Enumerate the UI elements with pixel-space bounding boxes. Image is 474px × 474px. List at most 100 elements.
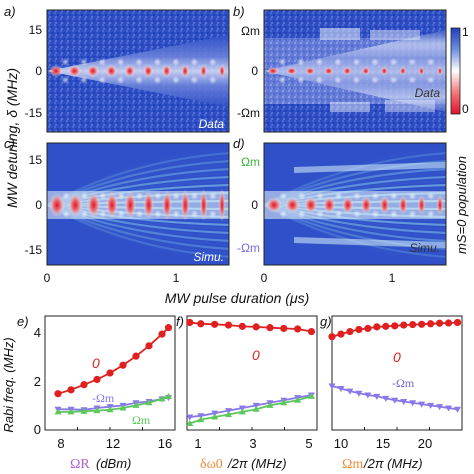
panel-d-omega-m: Ωm: [241, 155, 260, 169]
point-zero: [427, 320, 435, 328]
point-minus: [445, 405, 453, 412]
panel-e: e) 4 2 0 8 12 16 ΩR (dBm) 0 -Ωm Ωm: [17, 314, 176, 472]
map-highlight: [135, 58, 143, 66]
map-highlight: [408, 58, 417, 66]
map-highlight: [278, 76, 287, 84]
map-spot: [436, 194, 444, 216]
panel-d-xtick-0: 0: [261, 271, 268, 285]
panel-f-label: f): [176, 314, 184, 329]
map-highlight: [279, 192, 288, 200]
map-highlight: [426, 210, 435, 218]
map-highlight: [79, 58, 88, 66]
panel-a-ytick-neg15: -15: [25, 106, 43, 120]
map-spot: [361, 66, 370, 76]
panel-g-frame: [331, 315, 463, 431]
point-zero: [364, 324, 372, 333]
point-zero: [409, 320, 417, 329]
map-spot: [360, 195, 372, 215]
panel-g-label-minus: -Ωm: [392, 376, 415, 390]
map-highlight: [297, 192, 306, 200]
point-plus: [93, 407, 101, 414]
point-plus: [197, 416, 205, 423]
series-line-e: [58, 395, 169, 413]
panel-g: g) 10 15 20 Ωm /2π (MHz) 0 -Ωm: [320, 314, 463, 472]
point-minus: [373, 393, 381, 400]
map-highlight: [279, 210, 288, 218]
series-line-f: [189, 394, 312, 418]
map-highlight: [296, 58, 305, 66]
map-highlight: [426, 58, 435, 66]
map-highlight: [190, 192, 199, 200]
map-spot: [437, 66, 443, 76]
map-highlight: [297, 210, 306, 218]
point-minus: [400, 399, 408, 405]
map-spot: [303, 196, 318, 214]
panel-e-label-plus: Ωm: [132, 413, 151, 427]
point-minus: [382, 395, 390, 402]
map-highlight: [352, 58, 361, 66]
panel-e-label: e): [17, 314, 29, 329]
point-plus: [165, 392, 172, 399]
map-spot: [379, 195, 390, 215]
map-spot: [267, 67, 279, 75]
colorbar-label: mS=0 population: [454, 156, 469, 254]
map-spot: [180, 189, 190, 221]
panel-f-xlabel-symbol: δω0: [200, 457, 223, 472]
y-axis-rabi-label: Rabi freq. (MHz): [1, 337, 16, 432]
panel-d: d) Ωm 0 -Ωm 0 1 Simu.: [233, 136, 447, 285]
panel-c-ytick-neg15: -15: [25, 243, 43, 257]
panel-f-xtick-1: 1: [194, 436, 201, 451]
panel-g-label-zero: 0: [393, 349, 401, 365]
map-highlight: [389, 210, 398, 218]
map-highlight: [62, 192, 71, 200]
panel-e-xlabel-symbol: ΩR: [70, 457, 90, 472]
panel-d-frame: [263, 142, 447, 266]
point-plus: [132, 401, 140, 408]
panel-b-neg-omega-m: -Ωm: [237, 106, 260, 120]
map-spot: [162, 64, 172, 78]
panel-b: b) Ωm 0 -Ωm Data: [233, 4, 447, 133]
map-highlight: [190, 210, 199, 218]
point-minus: [454, 406, 462, 413]
panel-d-xtick-1: 1: [389, 271, 396, 285]
point-plus: [224, 410, 232, 417]
point-plus: [266, 401, 274, 408]
series-line-f: [189, 395, 312, 425]
point-zero: [67, 386, 75, 394]
map-highlight: [190, 58, 199, 66]
y-axis-detuning-label: MW detuning, δ (MHz): [4, 68, 20, 208]
panel-a-frame: [46, 9, 230, 133]
point-minus: [436, 404, 444, 411]
map-spot: [304, 66, 316, 76]
map-spot: [143, 190, 155, 220]
point-minus: [328, 383, 336, 390]
map-spot: [124, 191, 137, 219]
panel-c-frame: [46, 142, 230, 266]
map-highlight: [208, 76, 217, 84]
map-highlight: [98, 76, 107, 84]
point-zero: [164, 324, 173, 332]
point-minus: [355, 390, 363, 397]
panel-b-zero: 0: [251, 64, 258, 78]
point-zero: [400, 321, 408, 329]
map-spot: [86, 192, 101, 218]
panel-d-tag: Simu.: [409, 241, 440, 255]
map-highlight: [334, 192, 343, 200]
point-zero: [280, 324, 288, 333]
map-highlight: [315, 58, 324, 66]
map-highlight: [426, 192, 435, 200]
point-minus: [186, 414, 194, 421]
panel-e-xlabel-unit: (dBm): [96, 456, 131, 471]
point-minus: [364, 392, 372, 399]
map-spot: [124, 64, 136, 78]
map-spot: [285, 66, 298, 76]
panel-f-frame: [186, 315, 318, 431]
panel-f-xtick-3: 3: [249, 436, 256, 451]
point-plus: [238, 408, 246, 415]
map-highlight: [296, 76, 305, 84]
point-zero: [307, 327, 316, 336]
map-spot: [218, 188, 226, 222]
point-plus: [158, 395, 166, 402]
point-zero: [211, 320, 219, 328]
